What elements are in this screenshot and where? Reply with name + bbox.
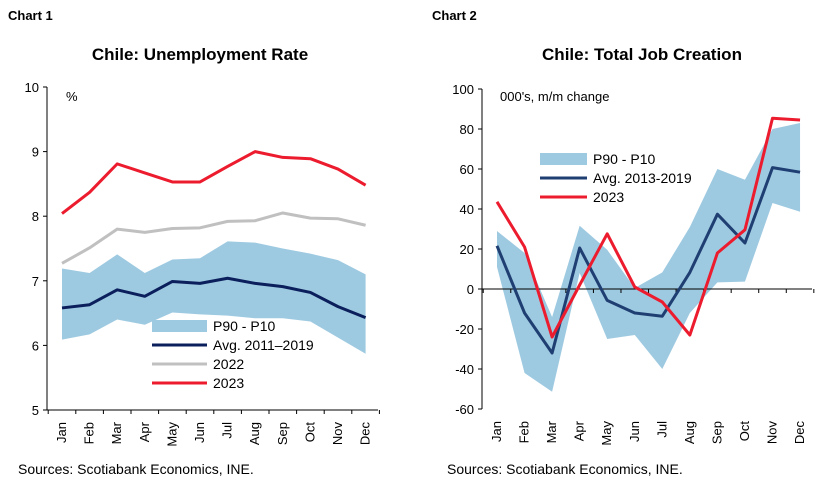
x-tick-label: Jun bbox=[627, 421, 642, 442]
x-tick-label: Nov bbox=[765, 421, 780, 445]
y-tick-label: 8 bbox=[32, 209, 39, 224]
chart-title: Chile: Unemployment Rate bbox=[92, 45, 308, 64]
legend-label: P90 - P10 bbox=[213, 318, 275, 334]
series-line-avg-2011-2019 bbox=[61, 276, 367, 320]
x-tick-label: Jan bbox=[489, 421, 504, 442]
series-line-2022 bbox=[61, 211, 366, 265]
x-tick-label: Aug bbox=[247, 422, 262, 445]
y-tick-label: 6 bbox=[32, 338, 39, 353]
y-tick-label: 60 bbox=[460, 162, 474, 177]
y-tick-label: 9 bbox=[32, 145, 39, 160]
source-note: Sources: Scotiabank Economics, INE. bbox=[18, 461, 254, 477]
legend-label: 2022 bbox=[213, 356, 244, 372]
x-tick-label: Oct bbox=[302, 422, 317, 443]
unit-label: % bbox=[66, 89, 78, 104]
chart-title: Chile: Total Job Creation bbox=[542, 45, 742, 64]
series-line-avg-2013-2019 bbox=[495, 166, 801, 355]
x-tick-label: Jul bbox=[220, 422, 235, 439]
legend-label: 2023 bbox=[213, 375, 244, 391]
legend: P90 - P10 Avg. 2013-2019 2023 bbox=[540, 151, 692, 205]
x-tick-label: Apr bbox=[572, 420, 587, 441]
y-tick-label: 10 bbox=[25, 80, 39, 95]
y-tick-label: 20 bbox=[460, 242, 474, 257]
x-tick-label: Dec bbox=[358, 422, 373, 446]
series-line-2023 bbox=[495, 116, 801, 339]
x-tick-label: Apr bbox=[137, 421, 152, 442]
y-tick-label: -40 bbox=[455, 362, 474, 377]
y-tick-label: 0 bbox=[467, 282, 474, 297]
x-tick-label: Sep bbox=[275, 422, 290, 445]
y-tick-label: 80 bbox=[460, 122, 474, 137]
x-tick-label: Feb bbox=[82, 422, 97, 444]
chart-2: Chart 2 Chile: Total Job Creation 000's, m… bbox=[432, 8, 815, 477]
x-tick-label: Sep bbox=[709, 421, 724, 444]
x-tick-label: Feb bbox=[517, 421, 532, 443]
chart-label: Chart 1 bbox=[8, 8, 53, 23]
y-tick-label: 5 bbox=[32, 403, 39, 418]
x-tick-label: Jun bbox=[192, 422, 207, 443]
y-tick-label: 40 bbox=[460, 202, 474, 217]
x-tick-label: Aug bbox=[682, 421, 697, 444]
y-tick-label: -20 bbox=[455, 322, 474, 337]
x-tick-label: Jul bbox=[654, 421, 669, 438]
x-tick-label: Jan bbox=[54, 422, 69, 443]
chart-label: Chart 2 bbox=[432, 8, 477, 23]
legend-label: Avg. 2013-2019 bbox=[593, 170, 692, 186]
legend-label: P90 - P10 bbox=[593, 151, 655, 167]
x-tick-label: Nov bbox=[330, 422, 345, 446]
series-line-2023 bbox=[61, 150, 367, 215]
legend-label: 2023 bbox=[593, 189, 624, 205]
x-tick-label: Mar bbox=[109, 421, 124, 444]
band-p90-p10 bbox=[62, 241, 366, 354]
y-tick-label: 100 bbox=[452, 82, 474, 97]
x-tick-label: Oct bbox=[737, 421, 752, 442]
x-tick-label: Dec bbox=[792, 421, 807, 445]
source-note: Sources: Scotiabank Economics, INE. bbox=[447, 461, 683, 477]
x-tick-label: May bbox=[599, 421, 614, 446]
y-tick-label: -60 bbox=[455, 402, 474, 417]
y-tick-label: 7 bbox=[32, 274, 39, 289]
unit-label: 000's, m/m change bbox=[500, 89, 609, 104]
legend: P90 - P10 Avg. 2011–2019 2022 2023 bbox=[152, 318, 314, 391]
chart-1: Chart 1 Chile: Unemployment Rate% 5 6 7 8 9 10 J… bbox=[8, 8, 380, 477]
legend-swatch-band bbox=[152, 320, 207, 332]
band-p90-p10 bbox=[497, 123, 801, 392]
legend-label: Avg. 2011–2019 bbox=[213, 337, 314, 353]
x-tick-label: May bbox=[164, 422, 179, 447]
legend-swatch-band bbox=[540, 153, 587, 165]
x-tick-label: Mar bbox=[544, 420, 559, 443]
